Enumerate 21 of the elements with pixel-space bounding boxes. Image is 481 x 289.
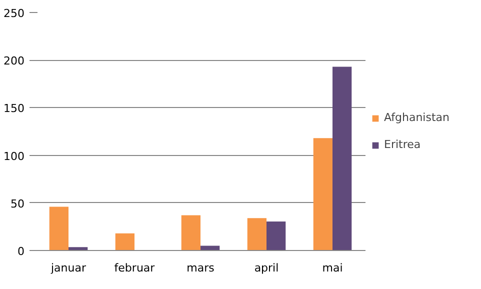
x-tick-label: mai xyxy=(322,262,343,274)
bar xyxy=(49,206,68,250)
bar xyxy=(266,221,286,250)
bar xyxy=(247,218,266,250)
y-tick-label: 200 xyxy=(4,54,25,68)
y-tick-label: 100 xyxy=(4,150,25,163)
bar xyxy=(181,215,200,250)
x-tick-label: mars xyxy=(186,262,215,274)
x-tick-label: april xyxy=(254,262,279,274)
legend-label: Eritrea xyxy=(384,138,421,151)
bar xyxy=(313,138,332,250)
x-tick-label: februar xyxy=(114,262,156,274)
x-tick-label: januar xyxy=(50,262,86,274)
y-tick-label: 0 xyxy=(18,245,24,258)
bar xyxy=(332,66,352,250)
bar xyxy=(200,246,220,250)
y-tick-label: 150 xyxy=(4,102,25,116)
bar xyxy=(115,233,134,250)
legend-label: Afghanistan xyxy=(384,111,450,124)
y-tick-label: 250 xyxy=(4,7,25,20)
y-tick-label: 50 xyxy=(10,197,25,210)
